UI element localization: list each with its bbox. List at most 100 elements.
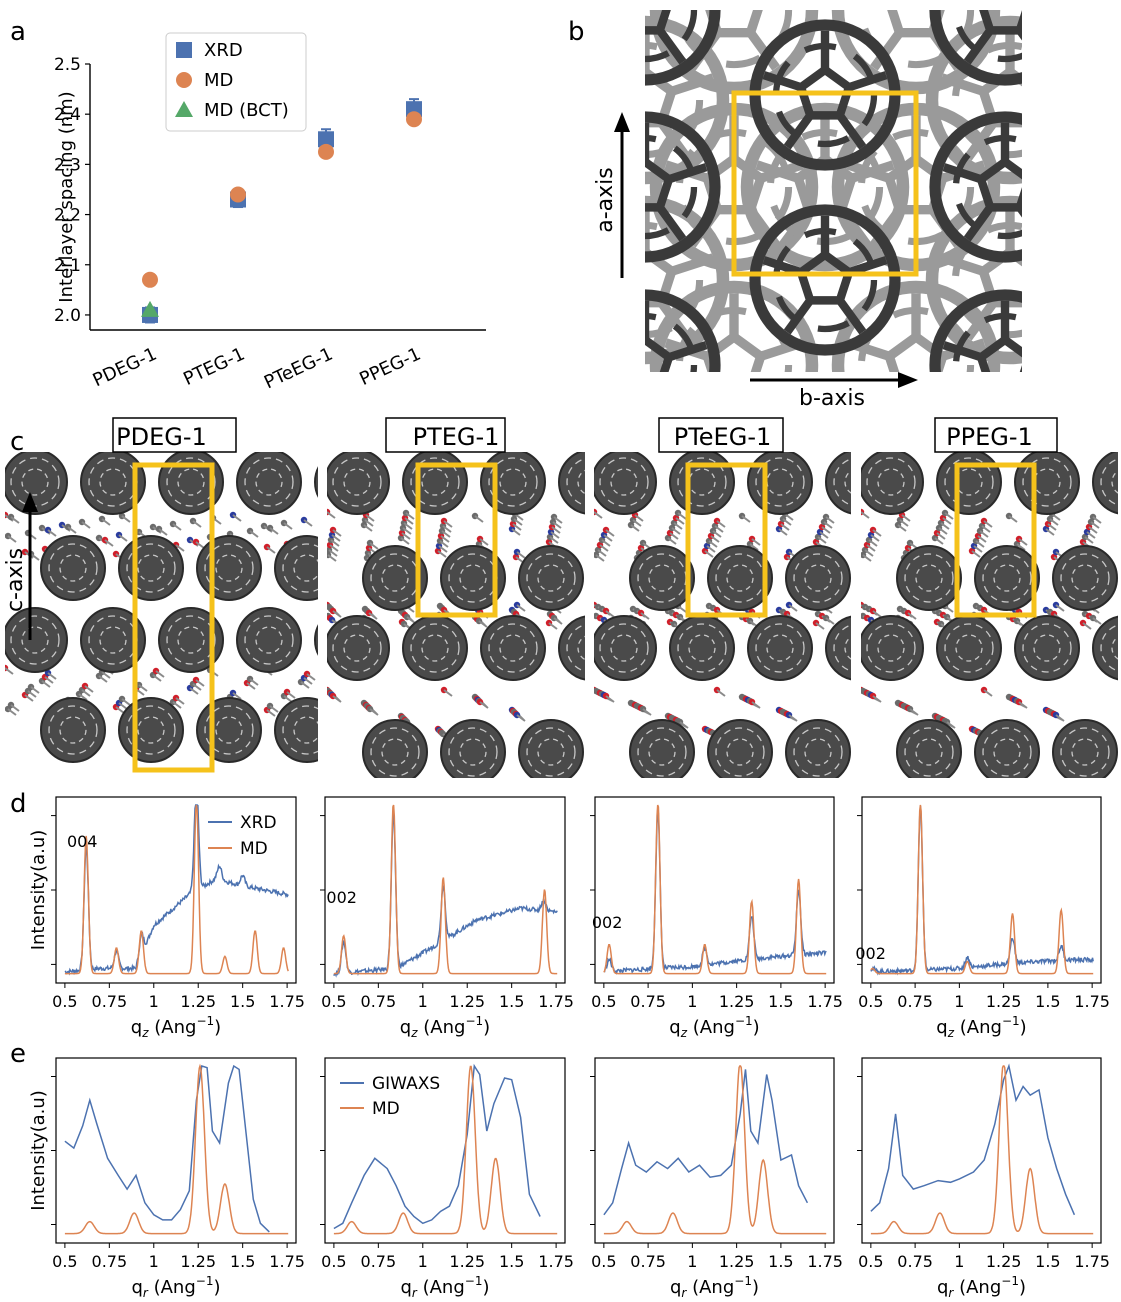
c60-molecule [629,719,695,778]
c60-rim [785,545,851,611]
c60-light-rim [645,15,730,185]
c60-rim [785,719,851,778]
x-axis-label-sup: −1 [734,1274,752,1288]
linker-bond [195,679,205,687]
linker-bond [714,525,724,533]
linker-bond [605,610,615,618]
c60-mesh [381,738,409,766]
linker-bond [81,521,91,529]
md-point [230,186,246,203]
c60-mesh [499,634,527,662]
linker-bond [940,522,950,530]
c60-rim [236,452,302,515]
x-tick-label: 1.75 [807,1252,843,1271]
x-tick-label: 1 [149,1252,159,1271]
c60-dark-ring [645,156,674,212]
c60-light-rim [649,10,819,95]
c60-rim [274,535,318,601]
c60-molecule [1092,452,1118,515]
c60-body [786,546,850,610]
x-axis-label-sup: −1 [465,1014,483,1028]
x-axis-label-sub: z [410,1026,418,1040]
x-tick-label: 1.5 [230,992,255,1011]
c-axis-label: c-axis [3,548,28,612]
c60-rim [1014,452,1080,515]
x-tick-label: 0.5 [52,992,77,1011]
md-line [870,1065,1094,1235]
c60-light-spoke [670,73,715,96]
c60-dark-spoke [607,30,630,62]
x-axis-label-sup: −1 [196,1014,214,1028]
y-axis-label: Interlayer spacing (nm) [56,91,77,302]
c60-light-spoke [666,0,707,1]
structure-view-3 [861,452,1118,778]
linker-bond [172,701,182,709]
linker-bond [331,534,341,542]
linker-bond [1092,516,1102,524]
c60-mesh [255,468,283,496]
y-axis-label: Intensity(a.u) [28,830,49,951]
x-tick-label: 0.5 [858,992,883,1011]
linker-bond [671,527,681,535]
linker-bond [899,519,909,527]
y-tick-label: 2.0 [54,306,81,326]
md-line [64,1063,289,1235]
unit-cell-box [685,462,768,618]
structure-title: PTEG-1 [413,423,500,451]
giwaxs-line [870,1063,1076,1216]
c60-rim [861,452,924,515]
linker-bond [778,528,788,536]
legend-marker-bct [175,101,193,117]
linker-bond [369,708,379,716]
c60-mesh [755,457,805,507]
structure-view-2 [594,452,851,778]
c60-dark [645,111,721,263]
linker-bond [1055,714,1065,722]
c60-molecule [362,719,428,778]
c60-molecule [974,545,1040,611]
c60-molecule [274,697,318,763]
c60-body [519,546,583,610]
c60-rim [669,452,735,515]
x-tick-label: 1.25 [986,992,1022,1011]
c60-mesh [137,554,165,582]
c60-mesh [1060,553,1110,603]
x-axis-label-rest: (Ang [148,1277,196,1298]
linker-bond [1047,523,1057,531]
c60-rim [158,607,224,673]
linker-bond [158,528,168,536]
c60-body [441,720,505,778]
c60-mesh [915,738,943,766]
c60-molecule [594,452,657,515]
y-tick-label: 2.5 [54,55,81,75]
c60-mesh [293,554,318,582]
c60-mesh [499,468,527,496]
legend-label: XRD [240,813,277,833]
linker-bond [269,705,279,713]
linker-bond [780,523,790,531]
linker-bond [440,535,450,543]
c60-mesh [537,738,565,766]
c60-dark-spoke [967,385,990,417]
structure-title: PTeEG-1 [674,423,772,451]
panel-a-scatter: 2.0 2.1 2.2 2.3 2.4 2.5 PDEG-1 PTEG-1 PTeEG-1 PPE… [54,32,486,393]
linker-bond [439,540,449,548]
c60-mesh [537,564,565,592]
linker-bond [1084,536,1094,544]
c60-mesh [955,634,983,662]
linker-bond [819,531,829,539]
c60-light-rim [831,10,1001,95]
linker-bond [266,546,276,554]
linker-bond [84,685,94,693]
c60-body [519,720,583,778]
linker-bond [861,511,870,519]
c60-rim [896,719,962,778]
c60-mesh [866,623,916,673]
c60-body [897,546,961,610]
c60-rim [80,452,146,515]
linker-bond [172,523,182,531]
c60-rim [440,719,506,778]
c60-molecule [747,615,813,681]
c60-body [327,452,389,514]
linker-bond [364,519,374,527]
